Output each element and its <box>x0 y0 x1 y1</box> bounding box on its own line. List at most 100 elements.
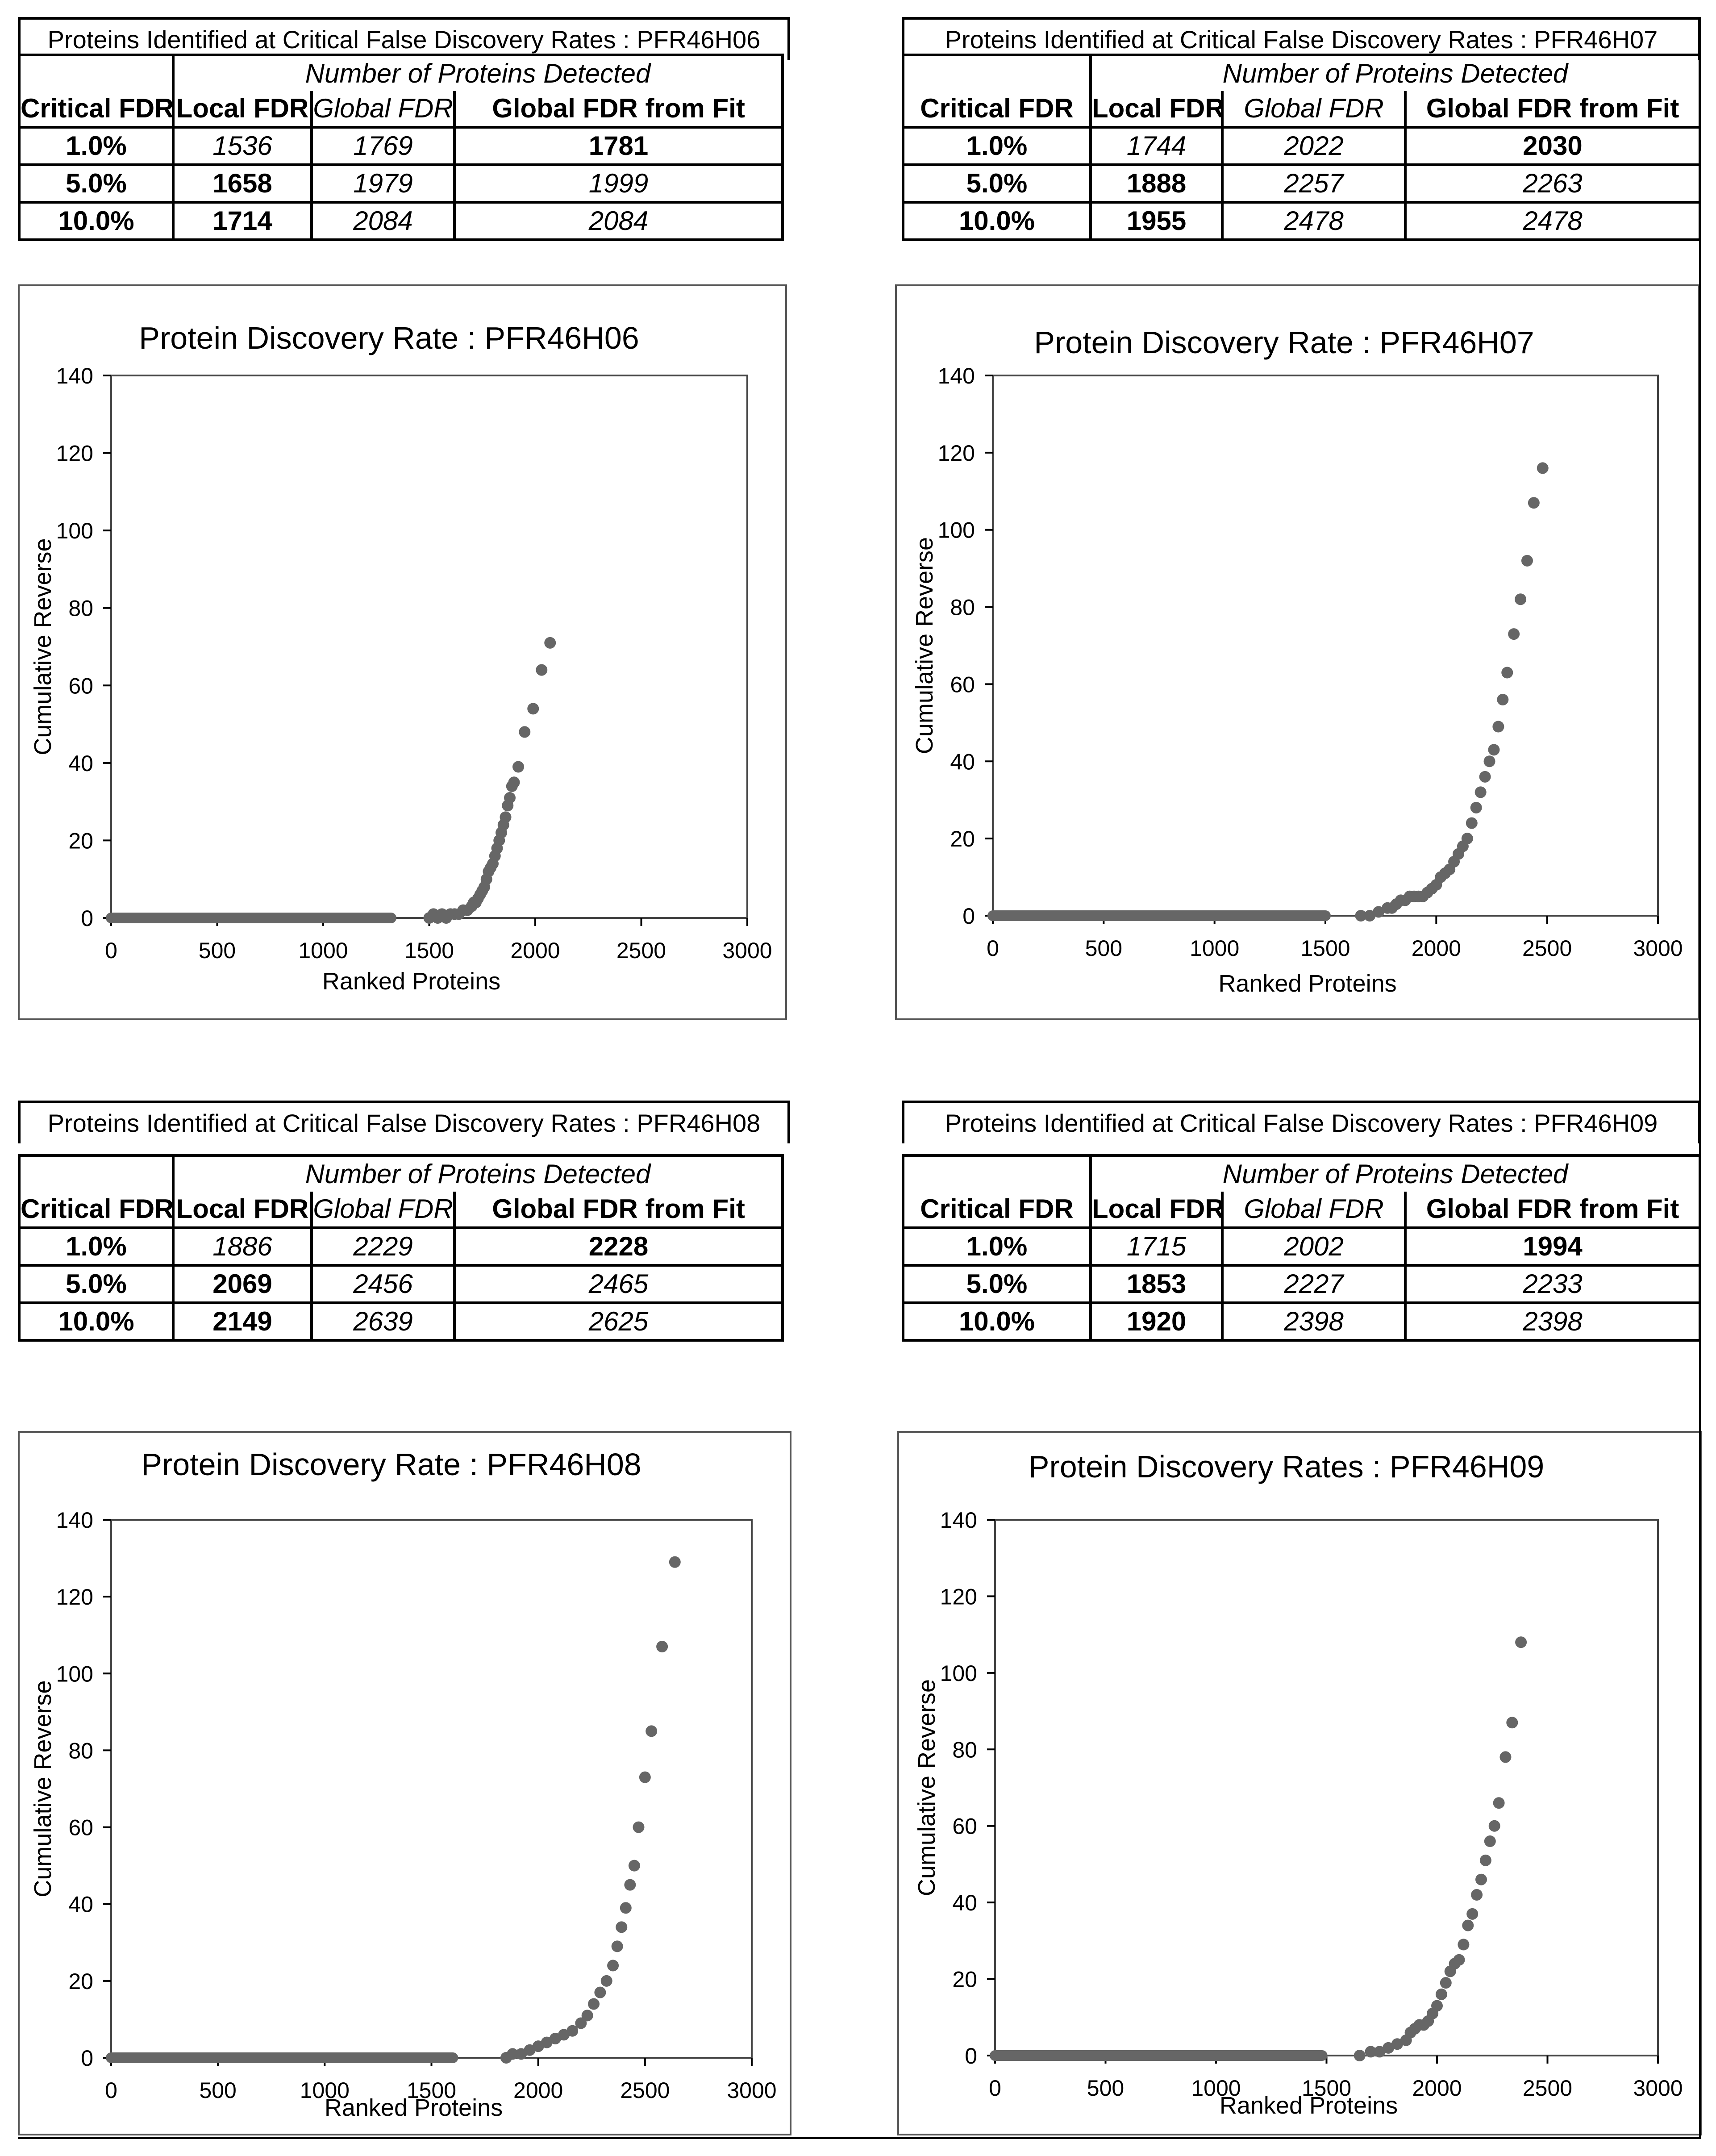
data-point <box>1501 667 1513 679</box>
chart-title: Protein Discovery Rate : PFR46H06 <box>139 321 639 355</box>
y-tick-label: 140 <box>56 363 93 388</box>
chart-title: Protein Discovery Rate : PFR46H08 <box>141 1447 641 1482</box>
x-tick-label: 2500 <box>616 938 666 963</box>
y-tick-label: 80 <box>950 595 975 620</box>
data-point <box>581 2010 593 2022</box>
column-header: Global FDR from Fit <box>453 91 784 129</box>
table-row: 10.0% 2149 2639 2625 <box>18 1301 784 1342</box>
x-tick-label: 1500 <box>1302 2076 1351 2101</box>
column-header: Critical FDR <box>18 91 175 129</box>
x-tick-label: 1500 <box>407 2078 456 2103</box>
table-cell-local: 2069 <box>172 1264 313 1304</box>
column-header: Global FDR <box>310 1192 456 1229</box>
column-header: Critical FDR <box>902 1192 1092 1229</box>
data-point <box>1484 1835 1496 1847</box>
data-point <box>624 1879 636 1891</box>
table-cell-global: 2257 <box>1221 163 1407 204</box>
data-point <box>1479 771 1491 783</box>
data-point <box>1483 755 1495 767</box>
column-header: Global FDR from Fit <box>1404 1192 1702 1229</box>
table-cell-fit: 2263 <box>1404 163 1702 204</box>
table-row: 10.0% 1955 2478 2478 <box>902 201 1702 241</box>
x-tick-label: 2000 <box>513 2078 563 2103</box>
table-cell-fdr: 10.0% <box>18 201 175 241</box>
x-tick-label: 0 <box>987 936 999 961</box>
table-title: Proteins Identified at Critical False Di… <box>18 17 790 60</box>
data-point <box>1471 1889 1483 1901</box>
table-cell-fdr: 5.0% <box>18 163 175 204</box>
plot-area-frame <box>110 1519 753 2059</box>
plot-area-frame <box>992 375 1659 917</box>
data-point <box>1499 1751 1512 1763</box>
table-cell-global: 2478 <box>1221 201 1407 241</box>
data-point <box>1462 1919 1474 1931</box>
y-tick-label: 60 <box>68 673 93 698</box>
data-point <box>620 1902 632 1914</box>
table-row: 5.0% 1658 1979 1999 <box>18 163 784 204</box>
table-row: 10.0% 1920 2398 2398 <box>902 1301 1702 1342</box>
chart-panel-h08: Protein Discovery Rate : PFR46H08 0 20 40 60… <box>18 1431 791 2135</box>
data-point <box>1470 802 1482 813</box>
data-point <box>1373 906 1385 918</box>
fdr-table: Number of Proteins Detected Critical FDR L… <box>902 1154 1702 1342</box>
fdr-table: Number of Proteins Detected Critical FDR L… <box>18 54 784 241</box>
y-tick-label: 40 <box>68 751 93 776</box>
x-axis-label: Ranked Proteins <box>1218 970 1396 997</box>
table-cell-fit: 2084 <box>453 201 784 241</box>
data-point <box>519 726 531 738</box>
scatter-chart: Protein Discovery Rate : PFR46H08 0 20 40 60… <box>29 1447 777 2121</box>
table-cell-fit: 1999 <box>453 163 784 204</box>
data-point <box>500 811 512 823</box>
table-cell-global: 2229 <box>310 1226 456 1267</box>
table-cell-fdr: 1.0% <box>902 126 1092 166</box>
data-point <box>507 2048 519 2060</box>
table-cell-local: 1955 <box>1089 201 1224 241</box>
y-tick-label: 140 <box>56 1508 93 1533</box>
data-point <box>1391 2038 1403 2050</box>
fdr-table-panel-h08: Proteins Identified at Critical False Di… <box>18 1101 790 1368</box>
column-header: Local FDR <box>172 1192 313 1229</box>
x-tick-label: 3000 <box>722 938 772 963</box>
table-cell-local: 1658 <box>172 163 313 204</box>
table-row: 1.0% 1886 2229 2228 <box>18 1226 784 1267</box>
x-tick-label: 1000 <box>1190 936 1239 961</box>
table-cell-fdr: 10.0% <box>902 201 1092 241</box>
x-tick-label: 1500 <box>404 938 454 963</box>
x-tick-label: 1000 <box>298 938 348 963</box>
data-point <box>1474 786 1487 798</box>
chart-title: Protein Discovery Rate : PFR46H07 <box>1034 325 1534 360</box>
data-point <box>1365 2046 1377 2058</box>
data-point <box>566 2025 579 2037</box>
table-cell-global: 2639 <box>310 1301 456 1342</box>
x-tick-label: 500 <box>199 2078 236 2103</box>
group-header: Number of Proteins Detected <box>171 54 784 91</box>
data-point <box>575 2017 587 2029</box>
x-tick-label: 1500 <box>1300 936 1350 961</box>
data-point <box>1466 1908 1479 1920</box>
y-tick-label: 60 <box>68 1815 93 1840</box>
data-point <box>536 664 548 676</box>
y-tick-label: 120 <box>56 1585 93 1610</box>
table-cell-fdr: 1.0% <box>18 1226 175 1267</box>
y-tick-label: 100 <box>56 518 93 543</box>
data-point <box>628 1860 640 1872</box>
header-blank-cell <box>18 54 175 91</box>
table-cell-fit: 1781 <box>453 126 784 166</box>
y-axis-label: Cumulative Reverse <box>29 1680 56 1897</box>
data-point <box>1497 694 1509 705</box>
data-point <box>1521 555 1533 567</box>
y-tick-label: 60 <box>952 1814 977 1839</box>
y-tick-label: 40 <box>952 1890 977 1915</box>
fdr-table: Number of Proteins Detected Critical FDR L… <box>902 54 1702 241</box>
x-tick-label: 1000 <box>300 2078 350 2103</box>
group-header: Number of Proteins Detected <box>1089 1154 1702 1192</box>
chart-title: Protein Discovery Rates : PFR46H09 <box>1029 1449 1544 1484</box>
table-row: 5.0% 1853 2227 2233 <box>902 1264 1702 1304</box>
y-tick-label: 60 <box>950 672 975 697</box>
data-point <box>1440 1977 1452 1989</box>
table-cell-fit: 2030 <box>1404 126 1702 166</box>
column-header: Global FDR <box>310 91 456 129</box>
table-cell-fit: 2625 <box>453 1301 784 1342</box>
data-point <box>639 1771 651 1783</box>
page-right-rule <box>1699 17 1701 2139</box>
